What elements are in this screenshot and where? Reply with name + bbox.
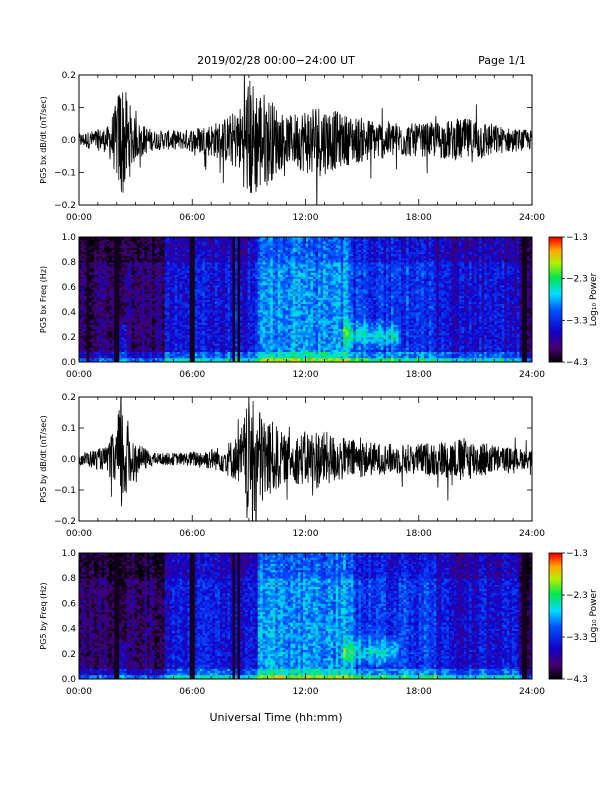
- colorbar: −1.3 −2.3 −3.3 −4.3 Log₁₀ Power: [548, 233, 599, 368]
- x-tick-label: 06:00: [179, 370, 205, 380]
- x-tick-label: 12:00: [293, 529, 319, 539]
- colorbar: −1.3 −2.3 −3.3 −4.3 Log₁₀ Power: [548, 549, 599, 685]
- x-tick-label: 24:00: [519, 213, 545, 223]
- panel-3: −0.2 −0.1 0.0 0.1 0.2 00:00 06:00 12:00 18:00 24:…: [39, 393, 545, 539]
- x-tick-label: 18:00: [406, 213, 432, 223]
- y-tick-label: 0.6: [62, 283, 77, 293]
- y-axis-label: PG5 by dB/dt (nT/sec): [39, 415, 48, 502]
- x-tick-label: 24:00: [519, 370, 545, 380]
- panel-2: 0.0 0.2 0.4 0.6 0.8 1.0 −1.3 −2.3 −3.3 −4.3 Log₁₀ …: [39, 233, 599, 380]
- panels-group: −0.2 −0.1 0.0 0.1 0.2 00:00 06:00 12:00 18:00 24:…: [39, 71, 599, 697]
- x-tick-label: 12:00: [293, 213, 319, 223]
- colorbar-tick-label: −4.3: [566, 675, 588, 685]
- y-tick-label: 0.1: [62, 424, 76, 434]
- x-tick-label: 18:00: [406, 687, 432, 697]
- panel-1: −0.2 −0.1 0.0 0.1 0.2 00:00 06:00 12:00 18:00 24:…: [39, 71, 545, 223]
- colorbar-label: Log₁₀ Power: [589, 273, 599, 327]
- y-tick-label: 0.0: [62, 136, 77, 146]
- panel-4: 0.0 0.2 0.4 0.6 0.8 1.0 −1.3 −2.3 −3.3 −4.3 Log₁₀ …: [39, 549, 599, 697]
- y-tick-label: 0.2: [62, 650, 76, 660]
- y-axis-label: PG5 by Freq (Hz): [39, 582, 48, 649]
- x-tick-label: 24:00: [519, 529, 545, 539]
- colorbar-tick-label: −1.3: [566, 233, 588, 243]
- colorbar-tick-label: −4.3: [566, 358, 588, 368]
- y-tick-label: 1.0: [62, 233, 77, 243]
- y-tick-label: 1.0: [62, 549, 77, 559]
- x-tick-label: 18:00: [406, 529, 432, 539]
- colorbar-tick-label: −2.3: [566, 591, 588, 601]
- y-tick-label: −0.1: [54, 486, 76, 496]
- y-tick-label: 0.4: [62, 308, 77, 318]
- x-tick-label: 06:00: [179, 529, 205, 539]
- colorbar-tick-label: −2.3: [566, 275, 588, 285]
- dbdt-trace: [79, 75, 532, 205]
- x-tick-label: 00:00: [66, 529, 92, 539]
- colorbar-tick-label: −3.3: [566, 633, 588, 643]
- x-tick-label: 06:00: [179, 213, 205, 223]
- colorbar-tick-label: −3.3: [566, 316, 588, 326]
- y-tick-label: −0.1: [54, 169, 76, 179]
- x-tick-label: 12:00: [293, 370, 319, 380]
- y-tick-label: 0.4: [62, 625, 77, 635]
- y-tick-label: −0.2: [54, 517, 76, 527]
- y-tick-label: 0.0: [62, 455, 77, 465]
- y-tick-label: 0.6: [62, 599, 77, 609]
- x-tick-label: 00:00: [66, 213, 92, 223]
- colorbar-label: Log₁₀ Power: [589, 589, 599, 643]
- y-tick-label: −0.2: [54, 201, 76, 211]
- spectrogram-cells: [79, 237, 533, 363]
- spectrogram-cells: [79, 553, 533, 680]
- y-tick-label: 0.2: [62, 71, 76, 81]
- page-number: Page 1/1: [478, 54, 526, 67]
- dbdt-trace: [79, 397, 532, 521]
- y-tick-label: 0.1: [62, 104, 76, 114]
- y-tick-label: 0.0: [62, 675, 77, 685]
- colorbar-tick-label: −1.3: [566, 549, 588, 559]
- figure-title: 2019/02/28 00:00−24:00 UT: [197, 54, 355, 67]
- x-tick-label: 00:00: [66, 370, 92, 380]
- y-axis-label: PG5 bx Freq (Hz): [39, 266, 48, 333]
- x-tick-label: 06:00: [179, 687, 205, 697]
- y-tick-label: 0.2: [62, 333, 76, 343]
- y-axis-label: PG5 bx dB/dt (nT/sec): [39, 96, 48, 183]
- x-tick-label: 12:00: [293, 687, 319, 697]
- y-tick-label: 0.8: [62, 258, 77, 268]
- y-tick-label: 0.0: [62, 358, 77, 368]
- x-tick-label: 24:00: [519, 687, 545, 697]
- x-tick-label: 00:00: [66, 687, 92, 697]
- x-tick-label: 18:00: [406, 370, 432, 380]
- y-tick-label: 0.8: [62, 574, 77, 584]
- y-tick-label: 0.2: [62, 393, 76, 403]
- x-axis-label: Universal Time (hh:mm): [210, 711, 343, 724]
